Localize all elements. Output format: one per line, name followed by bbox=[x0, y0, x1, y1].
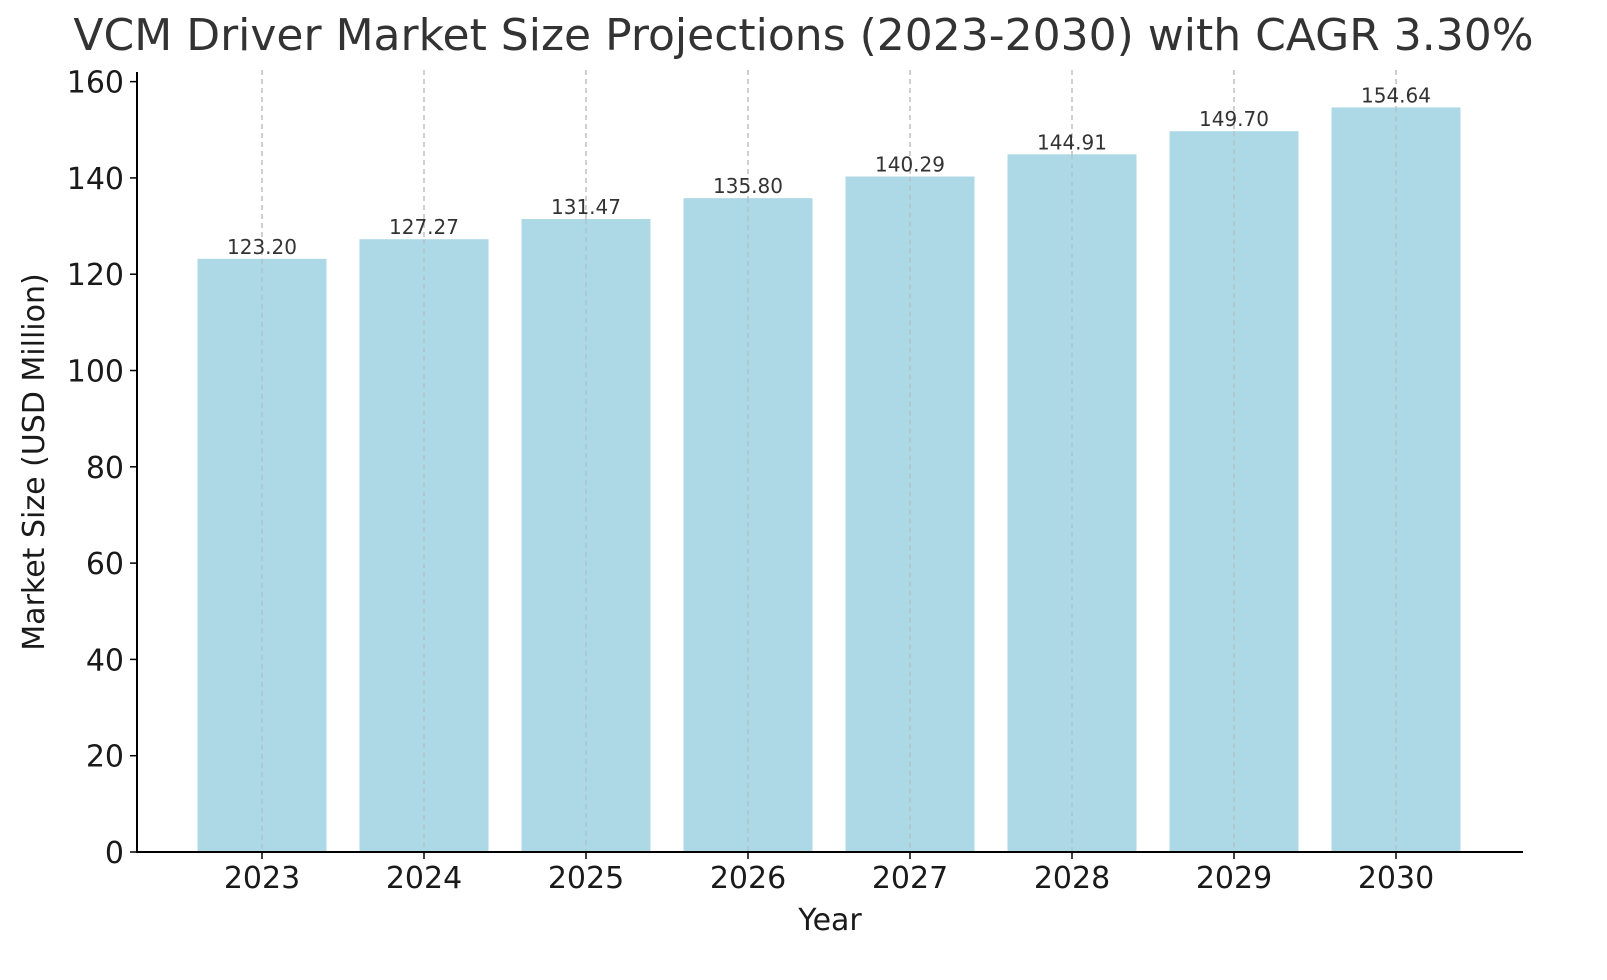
bar-2028 bbox=[1007, 154, 1137, 853]
y-tick-label-60: 60 bbox=[86, 547, 124, 582]
data-label-2024: 127.27 bbox=[389, 215, 459, 239]
x-tick-label-2026: 2026 bbox=[710, 861, 786, 896]
y-tick-label-140: 140 bbox=[67, 162, 124, 197]
y-tick-label-40: 40 bbox=[86, 643, 124, 678]
bar-2023 bbox=[197, 258, 327, 852]
y-axis-label: Market Size (USD Million) bbox=[17, 273, 52, 650]
y-tick-label-120: 120 bbox=[67, 258, 124, 293]
x-tick-label-2028: 2028 bbox=[1034, 861, 1110, 896]
bars-layer bbox=[197, 107, 1461, 853]
axes-layer: 2023 2024 2025 2026 2027 2028 2029 2030 0 20 40 60 8… bbox=[67, 66, 1523, 896]
x-tick-label-2030: 2030 bbox=[1358, 861, 1434, 896]
x-tick-label-2023: 2023 bbox=[224, 861, 300, 896]
data-label-2027: 140.29 bbox=[875, 153, 945, 177]
data-label-2030: 154.64 bbox=[1361, 83, 1431, 107]
data-label-2026: 135.80 bbox=[713, 174, 783, 198]
y-tick-label-100: 100 bbox=[67, 355, 124, 390]
data-label-2029: 149.70 bbox=[1199, 107, 1269, 131]
y-tick-label-160: 160 bbox=[67, 66, 124, 101]
data-label-2023: 123.20 bbox=[227, 235, 297, 259]
y-tick-label-20: 20 bbox=[86, 740, 124, 775]
chart-title: VCM Driver Market Size Projections (2023… bbox=[73, 10, 1534, 61]
data-label-2025: 131.47 bbox=[551, 195, 621, 219]
data-label-2028: 144.91 bbox=[1037, 130, 1107, 154]
x-tick-label-2025: 2025 bbox=[548, 861, 624, 896]
data-labels-layer: 123.20 127.27 131.47 135.80 140.29 144.91 149.… bbox=[227, 83, 1431, 258]
gridfront-layer bbox=[261, 107, 1397, 852]
y-tick-label-80: 80 bbox=[86, 451, 124, 486]
x-axis-label: Year bbox=[797, 903, 862, 938]
x-tick-label-2027: 2027 bbox=[872, 861, 948, 896]
x-tick-label-2024: 2024 bbox=[386, 861, 462, 896]
y-tick-label-0: 0 bbox=[105, 836, 124, 871]
x-tick-label-2029: 2029 bbox=[1196, 861, 1272, 896]
